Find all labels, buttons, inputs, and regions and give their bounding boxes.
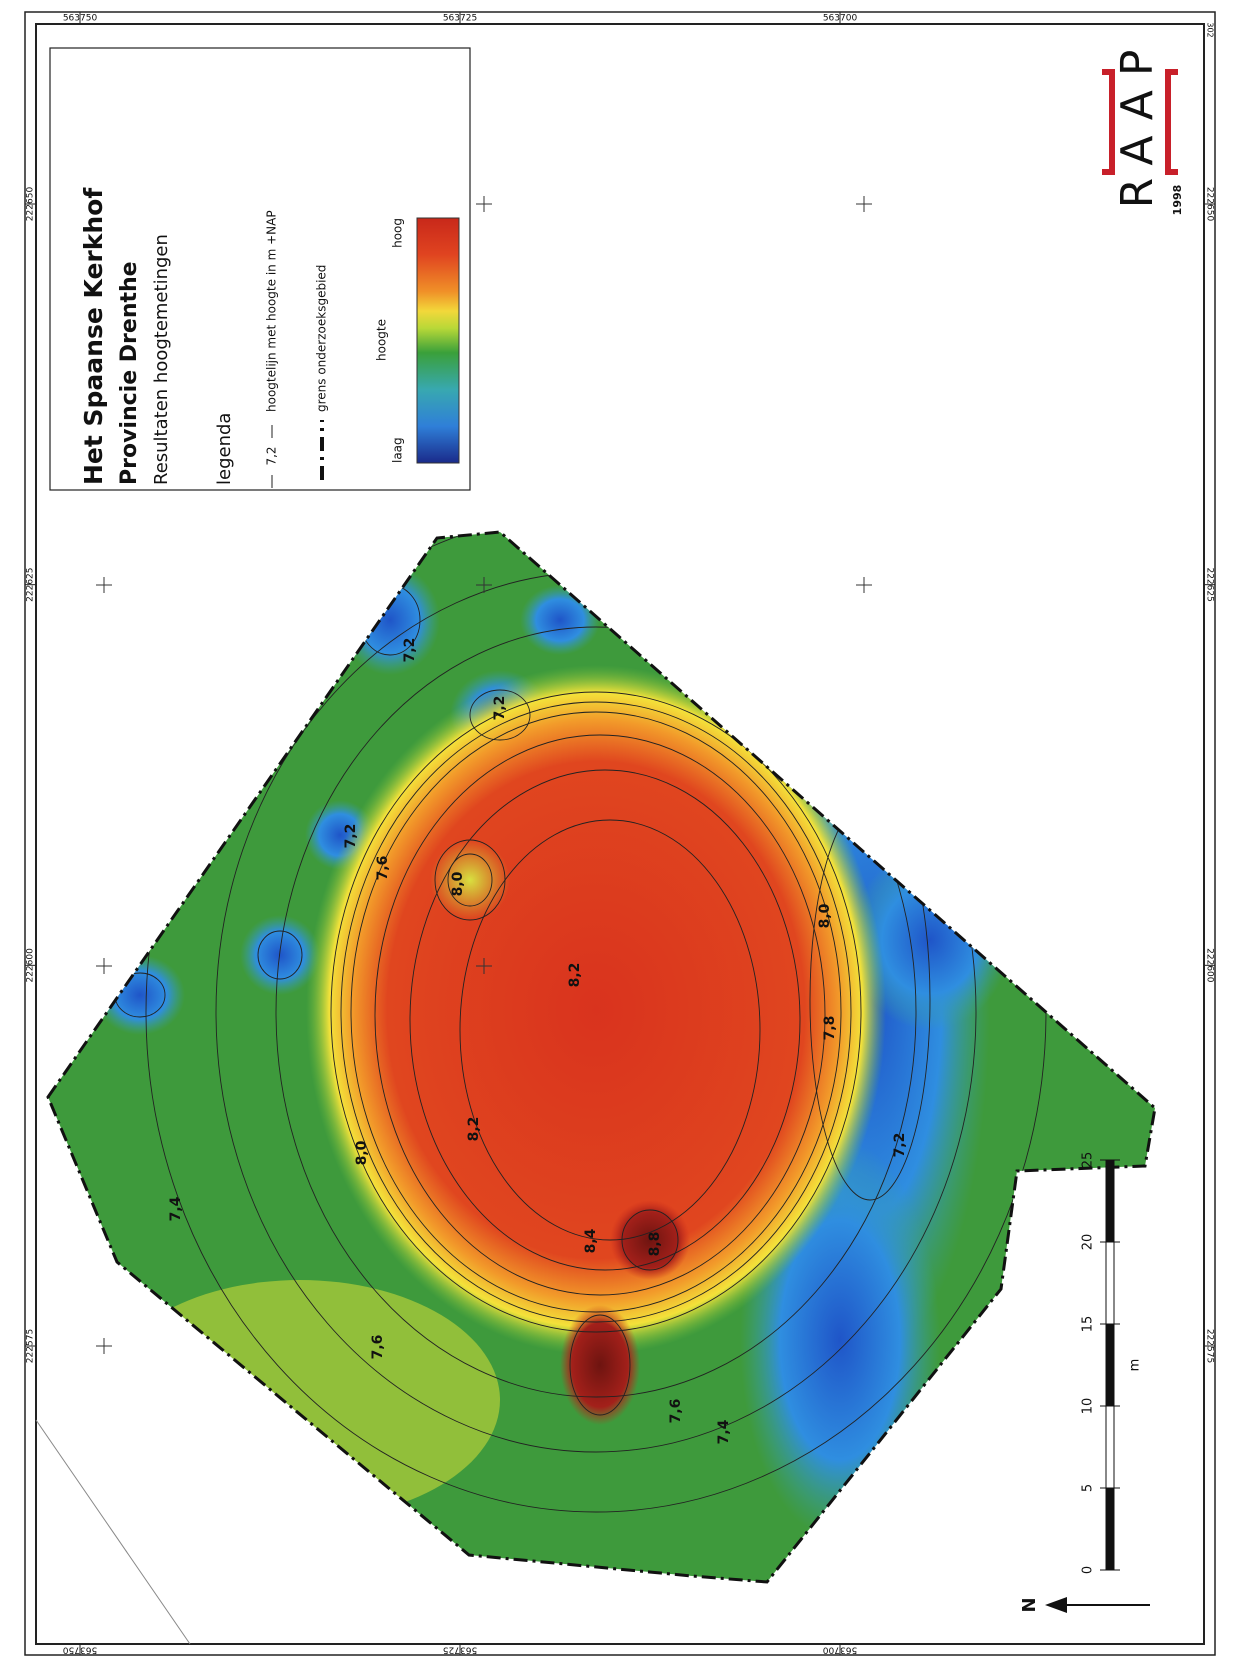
legend-title: Het Spaanse Kerkhof: [79, 187, 108, 485]
low-zone: [340, 565, 440, 675]
contour-label: 7,2: [892, 1133, 908, 1158]
low-zone: [520, 585, 600, 655]
color-bar: [417, 218, 459, 463]
legend-contour-sample: 7,2: [265, 446, 279, 465]
scale-tick-label: 10: [1081, 1398, 1096, 1415]
logo-year: 1998: [1171, 185, 1184, 216]
north-label: N: [1019, 1597, 1040, 1612]
sheet-number: 302: [1206, 22, 1215, 37]
logo-name: RAAP: [1112, 36, 1163, 209]
contour-label: 7,2: [343, 824, 359, 849]
contour-label: 7,6: [375, 856, 391, 881]
contour-label: 7,2: [402, 638, 418, 663]
high-zone: [560, 1305, 640, 1425]
map-sheet: 5637505637255637005637505637255637002226…: [0, 0, 1233, 1668]
north-arrow: [1045, 1597, 1150, 1613]
scale-tick-label: 20: [1081, 1234, 1096, 1251]
contour-label: 8,2: [466, 1117, 482, 1142]
scale-unit: m: [1128, 1359, 1143, 1372]
elevation-map: [40, 512, 1170, 1600]
scale-tick-label: 5: [1081, 1484, 1096, 1492]
legend-heading: legenda: [214, 413, 235, 485]
contour-label: 8,0: [817, 903, 833, 928]
legend-subtitle: Provincie Drenthe: [117, 261, 142, 485]
scale-tick-label: 15: [1081, 1316, 1096, 1333]
boundary-line: [36, 1420, 190, 1644]
scale-segment: [1106, 1488, 1114, 1570]
legend-caption: Resultaten hoogtemetingen: [151, 234, 172, 485]
elevation-zone: [100, 1280, 500, 1520]
contour-label: 8,8: [647, 1232, 663, 1257]
scale-segment: [1106, 1406, 1114, 1488]
scale-bar: [1100, 1160, 1120, 1570]
contour-label: 8,2: [567, 963, 583, 988]
legend-boundary-text: grens onderzoeksgebied: [315, 265, 329, 412]
scale-segment: [1106, 1160, 1114, 1242]
page: 5637505637255637005637505637255637002226…: [0, 0, 1233, 1668]
contour-label: 8,0: [450, 871, 466, 896]
low-zone: [95, 955, 185, 1035]
scale-segment: [1106, 1324, 1114, 1406]
color-bar-low: laag: [391, 437, 405, 463]
color-bar-title: hoogte: [375, 319, 389, 361]
contour-label: 7,8: [822, 1016, 838, 1041]
contour-label: 7,6: [668, 1399, 684, 1424]
elevation-zone: [430, 840, 510, 920]
contour-label: 7,4: [716, 1419, 732, 1444]
color-bar-high: hoog: [391, 218, 405, 248]
scale-tick-label: 25: [1081, 1152, 1096, 1169]
contour-label: 8,4: [583, 1228, 599, 1253]
contour-label: 7,6: [370, 1335, 386, 1360]
scale-segment: [1106, 1242, 1114, 1324]
contour-label: 7,4: [168, 1196, 184, 1221]
legend-box: [50, 48, 470, 490]
contour-label: 7,2: [492, 696, 508, 721]
scale-tick-label: 0: [1081, 1566, 1096, 1574]
legend-contour-text: hoogtelijn met hoogte in m +NAP: [265, 210, 279, 412]
contour-label: 8,0: [354, 1140, 370, 1165]
